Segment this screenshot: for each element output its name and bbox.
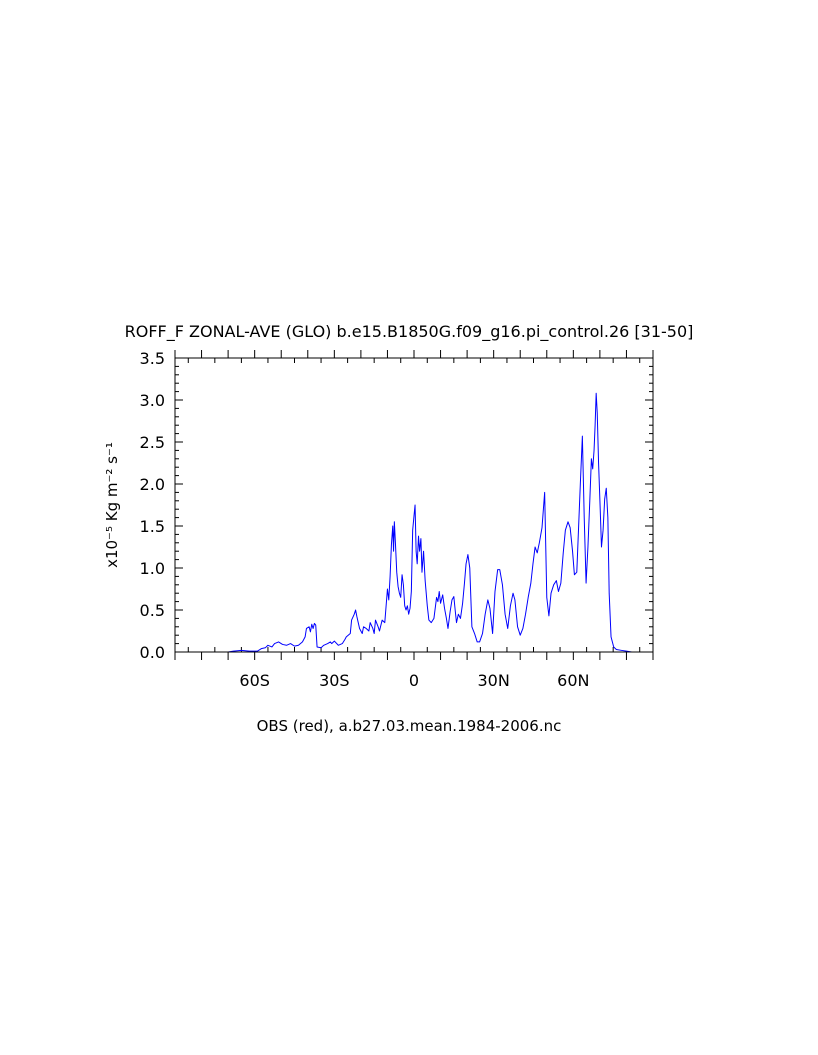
series-line — [228, 392, 632, 653]
y-tick-label: 3.5 — [140, 349, 165, 368]
y-tick-label: 0.0 — [140, 643, 165, 662]
y-axis-label: x10⁻⁵ Kg m⁻² s⁻¹ — [103, 442, 121, 568]
y-tick-label: 0.5 — [140, 601, 165, 620]
x-tick-label: 60S — [239, 671, 270, 690]
x-tick-label: 30S — [319, 671, 350, 690]
plot-frame — [174, 357, 654, 653]
y-tick-label: 1.0 — [140, 559, 165, 578]
y-axis-ticks: 0.0 0.5 1.0 1.5 2.0 2.5 3.0 3.5 — [140, 349, 653, 662]
x-tick-label: 0 — [409, 671, 419, 690]
x-tick-label: 60N — [557, 671, 589, 690]
y-tick-label: 3.0 — [140, 391, 165, 410]
chart-title: ROFF_F ZONAL-AVE (GLO) b.e15.B1850G.f09_… — [125, 322, 694, 342]
y-tick-label: 2.5 — [140, 433, 165, 452]
x-axis-label: OBS (red), a.b27.03.mean.1984-2006.nc — [257, 717, 562, 735]
y-tick-label: 2.0 — [140, 475, 165, 494]
x-axis-ticks: 60S 30S 0 30N 60N — [174, 350, 654, 690]
x-tick-label: 30N — [478, 671, 510, 690]
y-tick-label: 1.5 — [140, 517, 165, 536]
